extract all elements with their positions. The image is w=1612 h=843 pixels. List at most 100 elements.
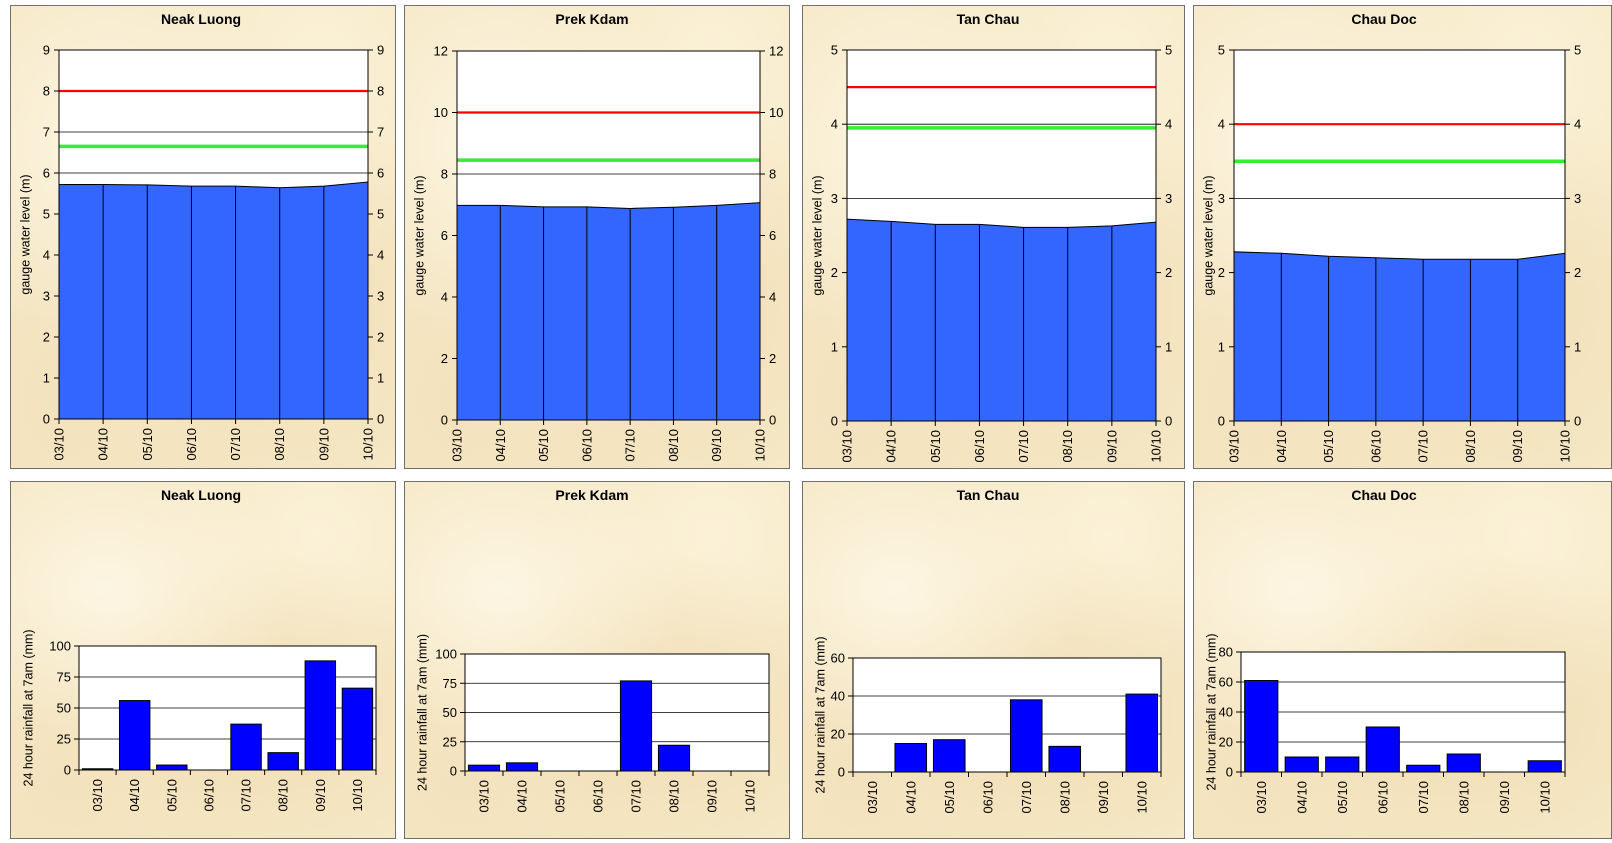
y2-tick-label: 8	[769, 167, 776, 182]
rainfall-bar	[231, 724, 261, 770]
y-tick-label: 0	[1218, 414, 1225, 429]
x-tick-label: 08/10	[276, 779, 291, 812]
x-tick-label: 07/10	[623, 429, 638, 462]
y2-tick-label: 1	[1165, 339, 1172, 354]
rainfall-bar	[119, 701, 149, 770]
y-tick-label: 6	[441, 228, 448, 243]
rainfall-bar	[268, 753, 298, 770]
x-tick-label: 03/10	[90, 779, 105, 812]
y-axis-label: 24 hour rainfall at 7am (mm)	[1204, 633, 1218, 790]
y-tick-label: 0	[43, 412, 50, 427]
x-tick-label: 06/10	[980, 781, 995, 814]
x-tick-label: 08/10	[272, 428, 287, 461]
y2-tick-label: 5	[377, 207, 384, 222]
y-tick-label: 12	[434, 44, 448, 59]
chart-svg: Chau Doc 0 20 40 60 80 03/10 04/10 05/10 06/10 07/…	[1194, 482, 1612, 839]
rainfall-bar	[468, 765, 499, 771]
x-tick-label: 07/10	[629, 780, 644, 813]
x-tick-label: 09/10	[313, 779, 328, 812]
y-tick-label: 4	[43, 248, 50, 263]
chart-title: Neak Luong	[161, 487, 241, 503]
rainfall-bar	[1528, 761, 1561, 772]
y-tick-label: 50	[57, 701, 71, 716]
y-tick-label: 2	[1218, 265, 1225, 280]
water-level-area	[847, 219, 1156, 421]
x-tick-label: 06/10	[591, 780, 606, 813]
rainfall-bar	[1010, 700, 1042, 772]
y-axis-label: gauge water level (m)	[412, 175, 426, 295]
x-tick-label: 03/10	[52, 428, 67, 461]
x-tick-label: 08/10	[1456, 781, 1471, 814]
x-tick-label: 05/10	[140, 428, 155, 461]
x-tick-label: 09/10	[1510, 430, 1525, 463]
rainfall-bar	[620, 681, 651, 771]
x-tick-label: 06/10	[1368, 430, 1383, 463]
y2-tick-label: 5	[1165, 43, 1172, 58]
y-tick-label: 1	[1218, 339, 1225, 354]
x-tick-label: 06/10	[579, 429, 594, 462]
y-axis-label: gauge water level (m)	[810, 175, 824, 295]
chart-title: Tan Chau	[957, 11, 1020, 27]
y-tick-label: 3	[831, 191, 838, 206]
y2-tick-label: 5	[1574, 43, 1581, 58]
y2-tick-label: 4	[1574, 117, 1581, 132]
x-tick-label: 09/10	[709, 429, 724, 462]
x-tick-label: 04/10	[903, 781, 918, 814]
y2-tick-label: 6	[769, 228, 776, 243]
rainfall-bar	[1366, 727, 1399, 772]
rainfall-bar	[1326, 757, 1359, 772]
y2-tick-label: 4	[1165, 117, 1172, 132]
x-tick-label: 05/10	[1335, 781, 1350, 814]
x-tick-label: 04/10	[127, 779, 142, 812]
x-tick-label: 08/10	[1057, 781, 1072, 814]
y2-tick-label: 1	[1574, 339, 1581, 354]
x-tick-label: 03/10	[840, 430, 855, 463]
x-tick-label: 09/10	[705, 780, 720, 813]
x-tick-label: 10/10	[361, 428, 376, 461]
water-level-area	[1234, 252, 1565, 421]
x-tick-label: 04/10	[493, 429, 508, 462]
x-tick-label: 03/10	[477, 780, 492, 813]
y-tick-label: 0	[1226, 765, 1233, 780]
y-tick-label: 100	[435, 647, 457, 662]
y-axis-label: 24 hour rainfall at 7am (mm)	[813, 636, 827, 793]
chart-svg: Chau Doc 0 0 1 1 2 2 3 3 4 4 5 5 03/10 04/10 05/10 06/10…	[1194, 6, 1612, 469]
y2-tick-label: 0	[1165, 414, 1172, 429]
x-tick-label: 04/10	[884, 430, 899, 463]
x-tick-label: 10/10	[753, 429, 768, 462]
y2-tick-label: 7	[377, 125, 384, 140]
x-tick-label: 07/10	[228, 428, 243, 461]
chart-panel-tan-chau-rainfall: Tan Chau 0 20 40 60 03/10 04/10 05/10 06/10 07/10…	[802, 481, 1185, 839]
y-tick-label: 10	[434, 105, 448, 120]
chart-panel-prek-kdam-rainfall: Prek Kdam 0 25 50 75 100 03/10 04/10 05/10 06/10 0…	[404, 481, 790, 839]
y-tick-label: 0	[450, 764, 457, 779]
x-tick-label: 09/10	[1104, 430, 1119, 463]
x-tick-label: 04/10	[96, 428, 111, 461]
y-axis-label: 24 hour rainfall at 7am (mm)	[415, 634, 429, 791]
y-tick-label: 8	[43, 84, 50, 99]
y-tick-label: 25	[57, 732, 71, 747]
y-tick-label: 20	[831, 727, 845, 742]
y-tick-label: 7	[43, 125, 50, 140]
x-tick-label: 03/10	[450, 429, 465, 462]
x-tick-label: 04/10	[515, 780, 530, 813]
y-tick-label: 3	[1218, 191, 1225, 206]
y-tick-label: 0	[831, 414, 838, 429]
y-tick-label: 100	[49, 639, 71, 654]
x-tick-label: 05/10	[1321, 430, 1336, 463]
y2-tick-label: 10	[769, 105, 783, 120]
chart-panel-neak-luong-rainfall: Neak Luong 0 25 50 75 100 03/10 04/10 05/10 06/10…	[10, 481, 396, 839]
y-tick-label: 9	[43, 43, 50, 58]
y2-tick-label: 3	[1165, 191, 1172, 206]
x-tick-label: 08/10	[667, 780, 682, 813]
y2-tick-label: 0	[1574, 414, 1581, 429]
y-tick-label: 8	[441, 167, 448, 182]
y-tick-label: 4	[1218, 117, 1225, 132]
y-tick-label: 0	[64, 763, 71, 778]
x-tick-label: 07/10	[1416, 781, 1431, 814]
x-tick-label: 08/10	[1060, 430, 1075, 463]
rainfall-bar	[933, 740, 965, 772]
rainfall-bar	[1407, 765, 1440, 772]
x-tick-label: 03/10	[865, 781, 880, 814]
